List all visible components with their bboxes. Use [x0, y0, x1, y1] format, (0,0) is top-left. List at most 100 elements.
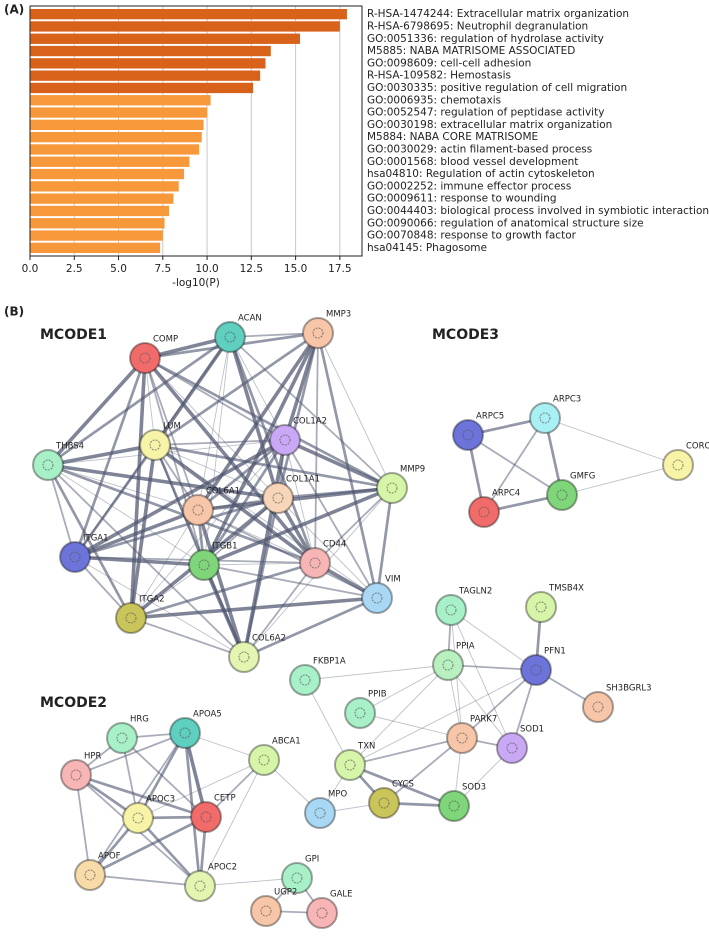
edge [203, 336, 231, 566]
edge [136, 732, 187, 819]
bar [30, 156, 190, 167]
x-tick-label: 17.5 [328, 263, 351, 275]
node-label: COL6A2 [252, 634, 286, 644]
node-label: SOD3 [462, 783, 486, 793]
edge [197, 509, 378, 599]
node-structure [371, 592, 383, 604]
edge [154, 444, 279, 499]
edge [47, 463, 279, 500]
edge [277, 486, 393, 500]
node [306, 897, 338, 929]
y-tick-label: GO:0030335: positive regulation of cell … [367, 82, 627, 94]
node-structure [42, 459, 54, 471]
y-tick-label: GO:0030029: actin filament-based process [367, 143, 592, 155]
edge [450, 609, 513, 749]
edge [75, 732, 186, 776]
node-label: HRG [130, 715, 149, 725]
node-label: TAGLN2 [458, 587, 492, 597]
edge [359, 664, 449, 714]
node-label: GMFG [570, 472, 595, 482]
node-label: SOD1 [520, 725, 544, 735]
edge [89, 874, 201, 887]
edge [154, 331, 319, 447]
edge [75, 773, 207, 819]
node-structure [535, 601, 547, 613]
node-label: TMSB4X [548, 584, 584, 594]
node-label: APOC2 [208, 863, 237, 873]
node-label: MPO [328, 790, 347, 800]
node-label: CETP [214, 794, 236, 804]
edge [199, 759, 265, 887]
edge [242, 497, 280, 658]
y-tick-label: GO:0030198: extracellular matrix organiz… [367, 119, 612, 131]
node [368, 787, 400, 819]
node-structure [149, 439, 161, 451]
node-label: GPI [305, 855, 319, 865]
node-structure [312, 327, 324, 339]
node-label: UGP2 [274, 888, 297, 898]
edge [47, 443, 156, 467]
node-label: APOF [98, 852, 121, 862]
edge [197, 509, 316, 564]
y-tick-label: GO:0051336: regulation of hydrolase acti… [367, 33, 604, 45]
y-tick-label: GO:0006935: chemotaxis [367, 94, 501, 106]
edge [561, 464, 679, 496]
node [289, 664, 321, 696]
edge [304, 679, 351, 766]
edge [202, 439, 287, 566]
node-label: ABCA1 [272, 737, 301, 747]
node-label: COL6A1 [206, 487, 240, 497]
edge [314, 332, 319, 564]
bar [30, 242, 161, 254]
edge [89, 815, 207, 877]
edge [46, 464, 133, 619]
node-label: THBS4 [55, 442, 84, 452]
edge [74, 555, 205, 567]
node-structure [299, 674, 311, 686]
bar [30, 230, 163, 241]
edge [130, 561, 316, 620]
node-label: HPR [84, 752, 102, 762]
node [546, 479, 578, 511]
node [115, 602, 147, 634]
node-structure [70, 769, 82, 781]
node [250, 895, 282, 927]
edge [349, 737, 463, 766]
node-label: CORO1A [686, 442, 709, 452]
edge [203, 564, 378, 599]
node-label: GALE [330, 890, 353, 900]
node-structure [530, 664, 542, 676]
node-structure [194, 880, 206, 892]
node [281, 862, 313, 894]
y-tick-label: R-HSA-6798695: Neutrophil degranulation [367, 20, 588, 32]
node-label: ITGA1 [83, 534, 109, 544]
edge [47, 463, 316, 565]
y-tick-label: GO:0009611: response to wounding [367, 193, 557, 205]
node [214, 321, 246, 353]
node [74, 859, 106, 891]
bar [30, 168, 185, 180]
node-structure [344, 759, 356, 771]
node-label: MMP3 [326, 310, 351, 320]
edge [304, 664, 449, 681]
edge [349, 763, 455, 808]
cluster-title: MCODE1 [40, 327, 107, 343]
node [334, 749, 366, 781]
y-tick-label: M5885: NABA MATRISOME ASSOCIATED [367, 45, 575, 57]
edge [130, 564, 205, 619]
node-structure [539, 412, 551, 424]
edge [228, 336, 280, 499]
node [32, 449, 64, 481]
edge [74, 556, 245, 658]
node-structure [260, 905, 272, 917]
node [184, 870, 216, 902]
node [376, 472, 408, 504]
node-structure [139, 352, 151, 364]
node [59, 541, 91, 573]
node-structure [442, 659, 454, 671]
edge [47, 335, 231, 467]
edge [130, 617, 245, 658]
edge [196, 331, 320, 512]
node-structure [506, 742, 518, 754]
node-label: CD44 [323, 540, 346, 550]
